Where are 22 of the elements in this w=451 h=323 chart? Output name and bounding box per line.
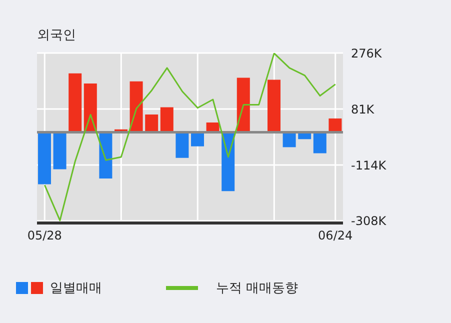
y-tick-label: -114K [351,158,388,172]
y-tick-label: -308K [351,214,388,228]
y-tick-label: 276K [351,46,383,60]
y-tick-label: 81K [351,102,376,116]
bar [282,132,296,148]
bar [313,132,326,154]
bar [68,73,82,132]
x-tick-label: 05/28 [27,228,62,243]
x-tick-label: 06/24 [318,228,353,243]
line-series [44,53,336,222]
legend-label: 일별매매 [50,280,102,297]
bar [268,80,280,132]
chart-title: 외국인 [37,27,76,44]
bar [38,132,51,184]
legend-label: 누적 매매동향 [216,280,298,297]
bar [160,107,174,132]
bar [145,114,158,132]
bar [236,78,250,132]
bar [176,132,189,158]
bar [99,132,112,178]
bar [53,132,66,170]
bar [130,81,143,132]
